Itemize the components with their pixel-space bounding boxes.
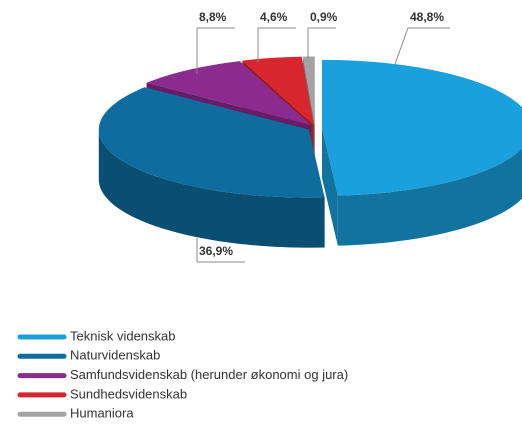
leader-line — [257, 27, 296, 62]
value-label: 36,9% — [199, 244, 233, 258]
slice-shade — [322, 127, 338, 246]
leader-line — [394, 27, 450, 65]
slice-side — [98, 129, 325, 248]
leader-line — [196, 238, 245, 263]
slice-shade — [337, 148, 522, 246]
slice-shade — [98, 129, 325, 248]
slice-side — [322, 127, 338, 246]
legend-label: Sundhedsvidenskab — [70, 386, 187, 401]
slice — [98, 87, 325, 198]
legend-label: Humaniora — [70, 406, 134, 421]
legend-label: Teknisk videnskab — [70, 328, 176, 343]
leader-line — [196, 27, 235, 74]
value-label: 0,9% — [310, 10, 338, 24]
value-label: 48,8% — [410, 10, 444, 24]
slice — [322, 59, 522, 196]
slice — [302, 56, 315, 125]
leader-line — [307, 27, 336, 59]
slice-side — [337, 148, 522, 246]
slice — [146, 61, 311, 126]
value-label: 8,8% — [199, 10, 227, 24]
legend-label: Naturvidenskab — [70, 348, 160, 363]
value-label: 4,6% — [260, 10, 288, 24]
legend-label: Samfundsvidenskab (herunder økonomi og j… — [70, 367, 348, 382]
slice — [242, 56, 314, 125]
